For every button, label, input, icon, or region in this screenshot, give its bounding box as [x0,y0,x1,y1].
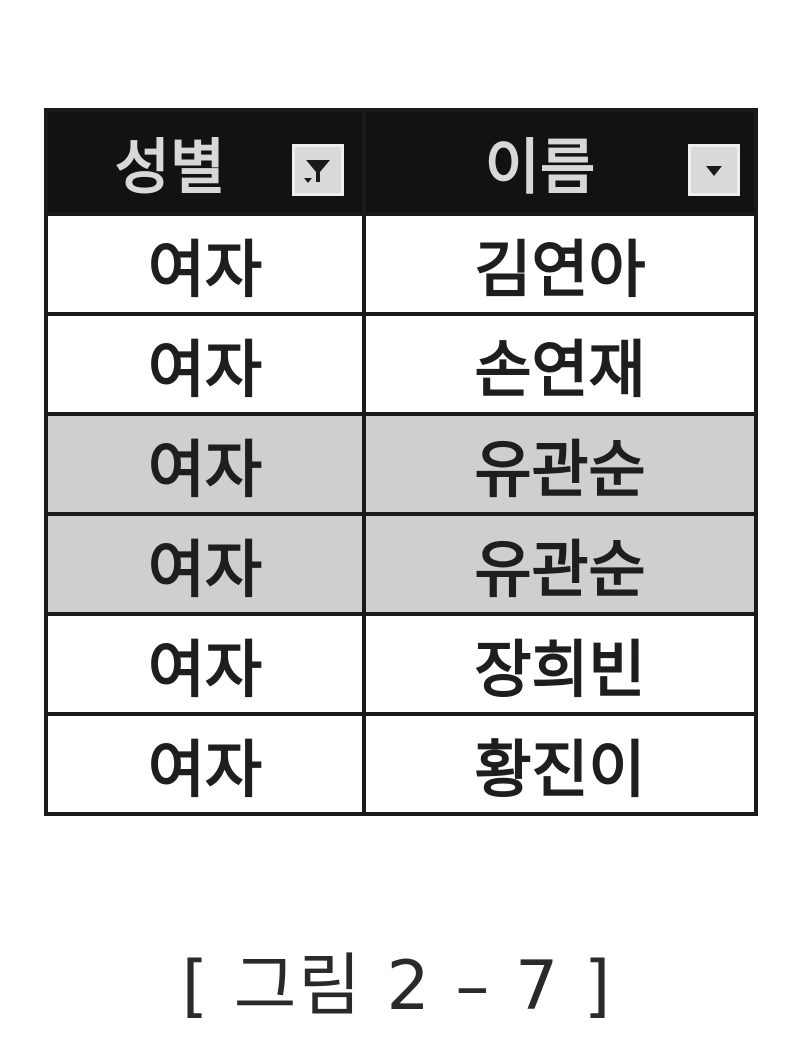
header-cell-name: 이름 [362,108,758,216]
cell-name: 손연재 [362,312,758,416]
cell-name: 황진이 [362,712,758,816]
table-row: 여자 손연재 [44,312,758,416]
cell-gender: 여자 [44,512,366,616]
header-label-gender: 성별 [114,132,226,203]
cell-name: 장희빈 [362,612,758,716]
cell-name: 유관순 [362,412,758,516]
cell-gender: 여자 [44,312,366,416]
header-row: 성별 이름 [44,108,758,216]
table-row-highlighted: 여자 유관순 [44,412,758,516]
cell-gender: 여자 [44,712,366,816]
dropdown-arrow-icon[interactable] [688,144,740,196]
cell-name: 유관순 [362,512,758,616]
cell-gender: 여자 [44,212,366,316]
figure-caption: [ 그림 2 – 7 ] [181,947,613,1026]
table-row-highlighted: 여자 유관순 [44,512,758,616]
cell-name: 김연아 [362,212,758,316]
filtered-table: 성별 이름 여자 김연아 [44,108,758,816]
filter-active-icon[interactable] [292,144,344,196]
cell-gender: 여자 [44,412,366,516]
table-row: 여자 장희빈 [44,612,758,716]
header-label-name: 이름 [484,132,596,203]
table-row: 여자 황진이 [44,712,758,816]
header-cell-gender: 성별 [44,108,366,216]
table-row: 여자 김연아 [44,212,758,316]
cell-gender: 여자 [44,612,366,716]
